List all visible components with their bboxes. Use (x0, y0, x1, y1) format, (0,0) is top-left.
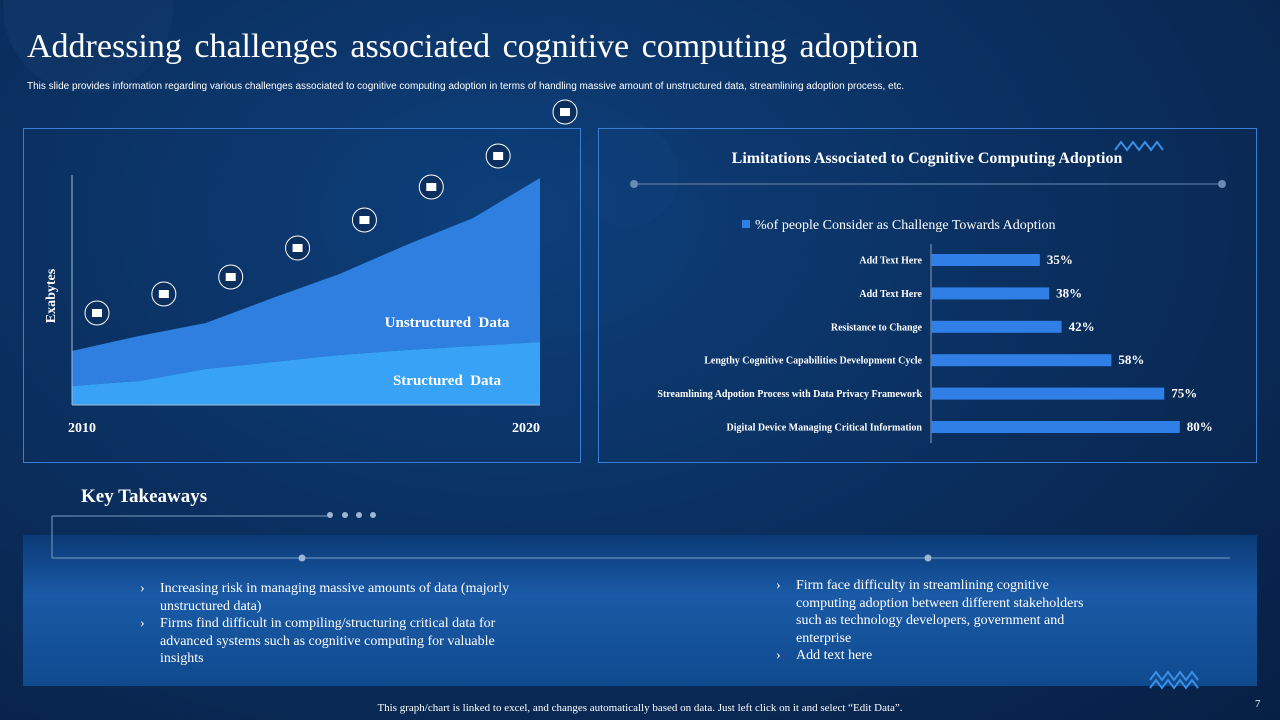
y-tick-label: Add Text Here (859, 289, 922, 300)
icon-glyph (560, 108, 570, 116)
value-label: 42% (1069, 319, 1095, 334)
series-label: Unstructured Data (385, 315, 510, 331)
icon-glyph (225, 273, 236, 281)
bullet: Firm face difficulty in streamlining cog… (776, 577, 1106, 647)
dot (1218, 180, 1226, 188)
y-tick-label: Add Text Here (859, 256, 922, 267)
bullet: Firms find difficult in compiling/struct… (140, 615, 510, 668)
bullet: Increasing risk in managing massive amou… (140, 580, 510, 615)
dot (630, 180, 638, 188)
decor-circle (3, 0, 173, 93)
y-tick-label: Streamlining Adpotion Process with Data … (657, 389, 922, 400)
bullet: Add text here (776, 647, 1106, 665)
icon-glyph (158, 290, 169, 298)
legend-label: %of people Consider as Challenge Towards… (755, 218, 1056, 233)
icon-glyph (493, 152, 504, 160)
legend-swatch (742, 220, 750, 228)
y-tick-label: Lengthy Cognitive Capabilities Developme… (704, 356, 922, 367)
value-label: 38% (1056, 285, 1082, 300)
panel (598, 128, 1257, 463)
decor-zigzag (1114, 140, 1164, 152)
y-tick-label: Digital Device Managing Critical Informa… (726, 423, 922, 434)
x-tick-label: 2010 (68, 421, 96, 436)
area (72, 178, 540, 386)
y-tick-label: Resistance to Change (831, 322, 923, 333)
subtitle: This slide provides information regardin… (27, 81, 905, 92)
area (72, 342, 540, 405)
footer-note: This graph/chart is linked to excel, and… (377, 702, 903, 714)
takeaway-title: Key Takeaways (81, 486, 208, 507)
decor-zigzag (1149, 670, 1199, 690)
y-axis-label: Exabytes (44, 268, 59, 323)
bar (931, 287, 1050, 300)
bar (931, 354, 1112, 367)
dots (298, 512, 932, 562)
chart-title: Limitations Associated to Cognitive Comp… (732, 150, 1123, 167)
bar (931, 254, 1040, 266)
page-number: 7 (1255, 698, 1261, 710)
panel (23, 128, 581, 463)
bar (931, 421, 1180, 433)
icon-glyph (292, 244, 303, 252)
icon-glyph (359, 216, 370, 224)
x-tick-label: 2020 (512, 421, 540, 436)
value-label: 80% (1187, 419, 1213, 434)
decor-circle (575, 123, 679, 227)
bullet-list: Increasing risk in managing massive amou… (140, 580, 510, 668)
title: Addressing challenges associated cogniti… (27, 28, 919, 65)
icon-glyph (426, 183, 437, 191)
bullet-list: Firm face difficulty in streamlining cog… (776, 577, 1106, 665)
value-label: 58% (1118, 352, 1144, 367)
bar (931, 387, 1165, 400)
bar (931, 320, 1062, 333)
value-label: 75% (1171, 386, 1197, 401)
series-label: Structured Data (393, 373, 502, 389)
icon-glyph (92, 309, 102, 317)
value-label: 35% (1047, 252, 1073, 267)
